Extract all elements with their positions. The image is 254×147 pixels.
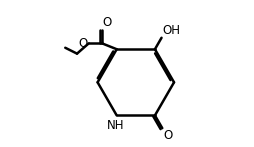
Text: NH: NH	[106, 119, 124, 132]
Text: O: O	[102, 16, 112, 29]
Text: O: O	[163, 129, 172, 142]
Text: OH: OH	[162, 24, 180, 37]
Text: O: O	[79, 37, 88, 50]
